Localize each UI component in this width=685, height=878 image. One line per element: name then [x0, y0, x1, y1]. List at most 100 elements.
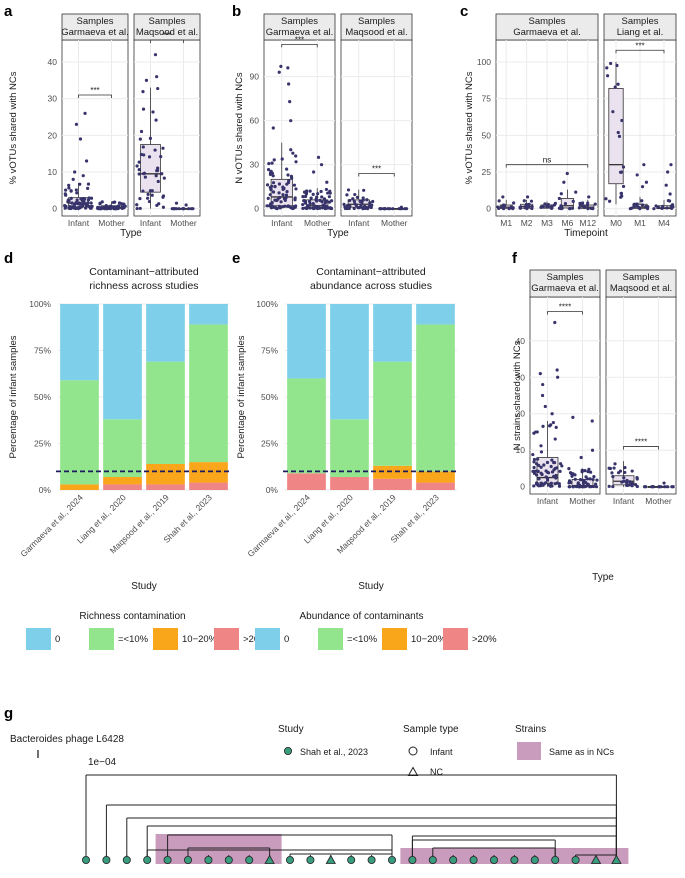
data-point — [309, 196, 313, 200]
data-point — [162, 176, 166, 180]
data-point — [587, 467, 591, 472]
significance-label: **** — [559, 303, 571, 312]
data-point — [559, 192, 563, 196]
data-point — [532, 471, 537, 475]
tip-nc — [611, 854, 622, 864]
data-point — [663, 485, 667, 489]
data-point-outlier — [635, 173, 639, 177]
data-point — [617, 134, 622, 138]
data-point — [326, 191, 330, 195]
data-point-outlier — [84, 159, 89, 163]
y-tick-label: 50 — [482, 130, 492, 140]
data-point — [558, 469, 562, 473]
tip-nc — [264, 854, 275, 864]
data-point — [308, 189, 312, 193]
legend-title: Sample type — [403, 724, 459, 735]
y-tick-label: 30 — [250, 160, 260, 170]
facet-strip — [340, 13, 413, 41]
data-point — [605, 74, 610, 78]
legend-key — [407, 766, 419, 776]
data-point — [307, 199, 312, 203]
data-point — [138, 137, 142, 141]
data-point — [63, 206, 67, 210]
data-point — [116, 204, 121, 208]
data-point — [497, 199, 501, 203]
data-point-outlier — [289, 119, 293, 123]
data-point — [536, 483, 540, 487]
data-point — [518, 206, 523, 210]
scale-label: 1e−04 — [88, 757, 117, 768]
bar-segment — [146, 484, 185, 490]
data-point — [404, 207, 409, 211]
panel-letter-c: c — [460, 3, 468, 20]
data-point-outlier — [543, 404, 547, 409]
data-point-outlier — [666, 170, 670, 174]
legend-key — [517, 742, 541, 760]
x-tick-label: M6 — [561, 218, 573, 228]
data-point — [615, 63, 619, 68]
y-tick-label: 30 — [48, 94, 58, 104]
x-tick-label: Infant — [68, 218, 90, 228]
data-point — [327, 195, 332, 199]
data-point-outlier — [571, 415, 575, 419]
data-point — [611, 474, 615, 479]
data-point — [559, 206, 563, 210]
x-tick-label: M0 — [610, 218, 622, 228]
facet-strip-label: Samples — [358, 16, 395, 27]
data-point-outlier — [525, 195, 530, 199]
data-point — [670, 203, 675, 207]
significance-label: *** — [635, 41, 644, 50]
data-point — [111, 200, 116, 205]
data-point — [543, 202, 547, 206]
data-point — [530, 205, 534, 209]
data-point — [581, 204, 586, 208]
x-tick-label: Infant — [613, 496, 635, 506]
facet-strip — [495, 13, 599, 41]
bar-segment — [416, 304, 455, 325]
data-point — [138, 196, 142, 201]
significance-label: *** — [162, 31, 171, 40]
y-axis-label: % vOTUs shared with NCs — [8, 71, 19, 184]
data-point — [89, 196, 94, 200]
data-point — [558, 462, 563, 466]
data-point — [75, 191, 79, 195]
data-point — [583, 469, 587, 473]
significance-label: ns — [543, 156, 551, 165]
data-point — [151, 110, 155, 114]
data-point — [553, 201, 557, 205]
data-point — [577, 206, 581, 210]
data-point — [605, 66, 609, 70]
data-point — [161, 205, 166, 209]
data-point — [619, 195, 623, 199]
data-point-outlier — [664, 183, 668, 187]
data-point-outlier — [279, 64, 283, 68]
data-point — [550, 458, 554, 462]
data-point-outlier — [73, 170, 77, 174]
data-point — [67, 183, 71, 187]
data-point — [557, 484, 562, 488]
data-point — [542, 463, 546, 467]
data-point — [147, 199, 152, 204]
data-point — [343, 206, 348, 210]
data-point — [535, 457, 540, 461]
legend-label: 0 — [284, 634, 289, 645]
data-point — [281, 187, 285, 191]
data-point — [535, 462, 539, 466]
data-point — [574, 190, 578, 194]
bar-segment — [189, 324, 228, 463]
data-point — [548, 424, 552, 428]
data-point — [383, 207, 387, 211]
data-point — [345, 193, 349, 197]
data-point — [104, 204, 108, 208]
data-point — [567, 481, 571, 485]
data-point — [621, 165, 626, 169]
data-point — [643, 485, 647, 489]
data-point — [286, 173, 290, 177]
data-point — [554, 425, 558, 429]
panel-e-stacked-bar: Contaminant−attributed abundance across s… — [236, 266, 497, 650]
data-point — [294, 187, 298, 191]
x-axis-label: Type — [120, 228, 142, 239]
data-point — [329, 199, 334, 203]
x-tick-label: Mother — [304, 218, 331, 228]
data-point — [181, 207, 186, 211]
